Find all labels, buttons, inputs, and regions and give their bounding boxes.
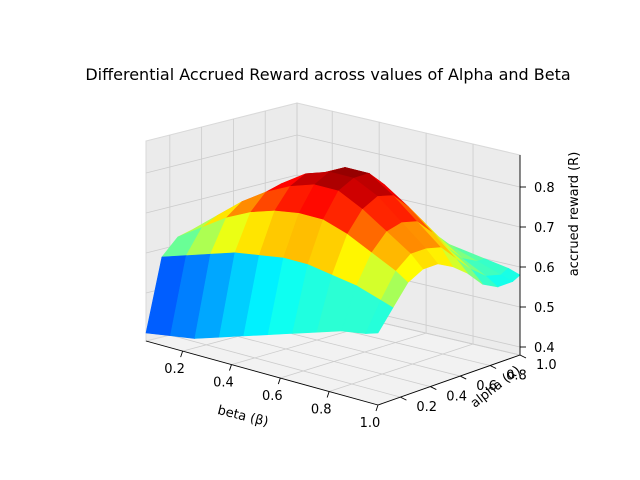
x-tick-label: 1.0: [360, 416, 381, 431]
z-tick-label: 0.6: [534, 261, 555, 276]
surface-mesh: [145, 167, 521, 339]
grid-line-z: [296, 134, 521, 188]
y-tick-label: 0.2: [416, 400, 437, 415]
y-axis-line: [377, 354, 521, 406]
grid-line-y: [201, 326, 431, 387]
y-tick-mark: [460, 375, 467, 380]
grid-line-y: [169, 334, 401, 398]
x-tick-mark: [375, 404, 379, 412]
x-tick-mark: [180, 350, 184, 358]
y-tick-mark: [400, 396, 407, 401]
y-tick-label: 0.6: [476, 379, 497, 394]
surface-facet: [365, 299, 394, 334]
chart-title: Differential Accrued Reward across value…: [85, 65, 570, 84]
x-tick-mark: [277, 377, 281, 385]
y-tick-mark: [430, 386, 437, 390]
x-tick-mark: [326, 391, 330, 398]
y-tick-label: 0.4: [446, 390, 467, 405]
y-tick-mark: [489, 365, 497, 369]
grid-line-x: [329, 343, 474, 392]
z-tick-label: 0.7: [534, 221, 555, 236]
y-tick-mark: [519, 354, 527, 359]
x-tick-mark: [229, 364, 232, 371]
z-axis-label: accrued reward (R): [567, 152, 582, 277]
x-tick-label: 0.4: [213, 376, 234, 391]
x-tick-label: 0.8: [311, 403, 332, 418]
x-tick-label: 0.6: [262, 389, 283, 404]
z-tick-label: 0.5: [534, 301, 555, 316]
tick-marks: 0.2 0.4 0.6 0.8 1.0 0.2 0.4 0.6 0.8 1.0 0.4 0.5 0.6 0…: [145, 155, 557, 431]
y-tick-label: 1.0: [536, 358, 557, 373]
grid-line-z: [145, 134, 298, 174]
grid-line-x: [280, 332, 427, 379]
z-tick-label: 0.8: [534, 181, 555, 196]
x-axis-line: [145, 340, 379, 406]
x-tick-label: 0.2: [164, 362, 185, 377]
y-tick-label: 0.8: [506, 369, 527, 384]
z-tick-label: 0.4: [534, 341, 555, 356]
x-axis-label: beta (β): [216, 403, 270, 430]
grid-line-z: [145, 174, 298, 214]
